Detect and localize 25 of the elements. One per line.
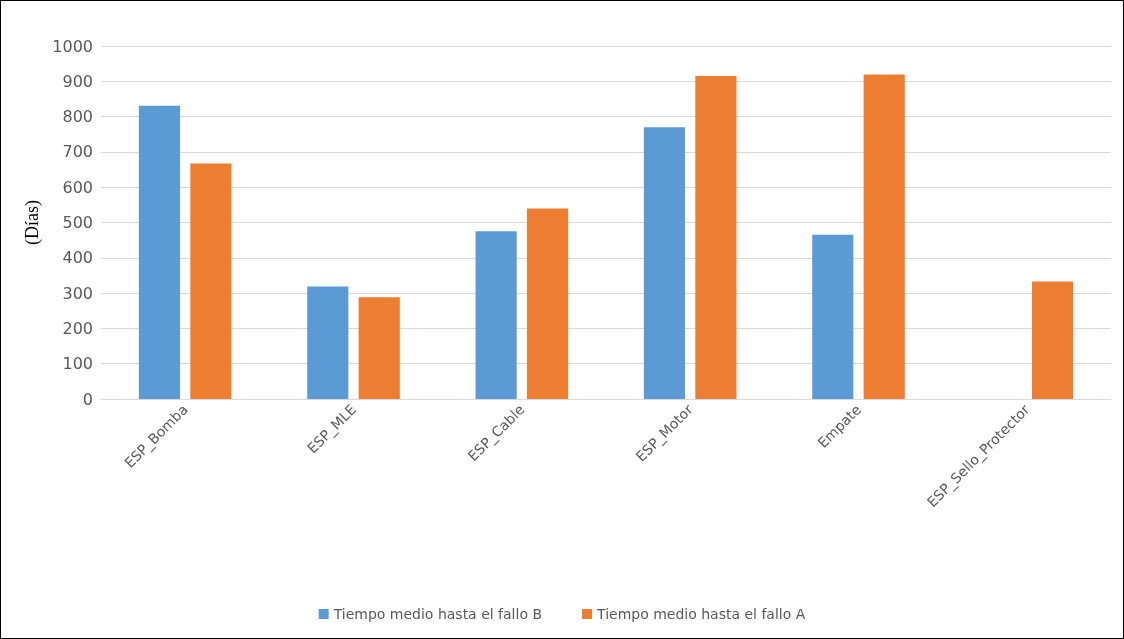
- y-tick-label: 500: [62, 213, 93, 232]
- y-tick-label: 900: [62, 71, 93, 91]
- y-tick-label: 700: [62, 142, 93, 162]
- legend-label: Tiempo medio hasta el fallo A: [596, 606, 806, 622]
- bar: [526, 208, 569, 399]
- y-tick-label: 0: [82, 389, 93, 409]
- y-axis-title: (Días): [22, 200, 43, 245]
- legend-label: Tiempo medio hasta el fallo B: [332, 606, 543, 622]
- bar: [695, 76, 737, 399]
- bar: [358, 297, 400, 399]
- y-tick-label: 100: [62, 354, 93, 374]
- bar: [863, 74, 905, 399]
- bar: [307, 286, 349, 399]
- bar: [190, 163, 232, 399]
- y-tick-label: 300: [62, 283, 93, 303]
- y-tick-label: 400: [62, 248, 93, 268]
- y-tick-label: 800: [62, 107, 93, 127]
- y-tick-label: 1000: [52, 36, 93, 56]
- bar: [643, 127, 686, 399]
- bar: [138, 105, 181, 399]
- y-tick-label: 200: [62, 318, 93, 338]
- bar: [1031, 281, 1074, 399]
- y-tick-label: 600: [62, 177, 93, 197]
- bar: [475, 231, 517, 399]
- bar: [812, 234, 854, 399]
